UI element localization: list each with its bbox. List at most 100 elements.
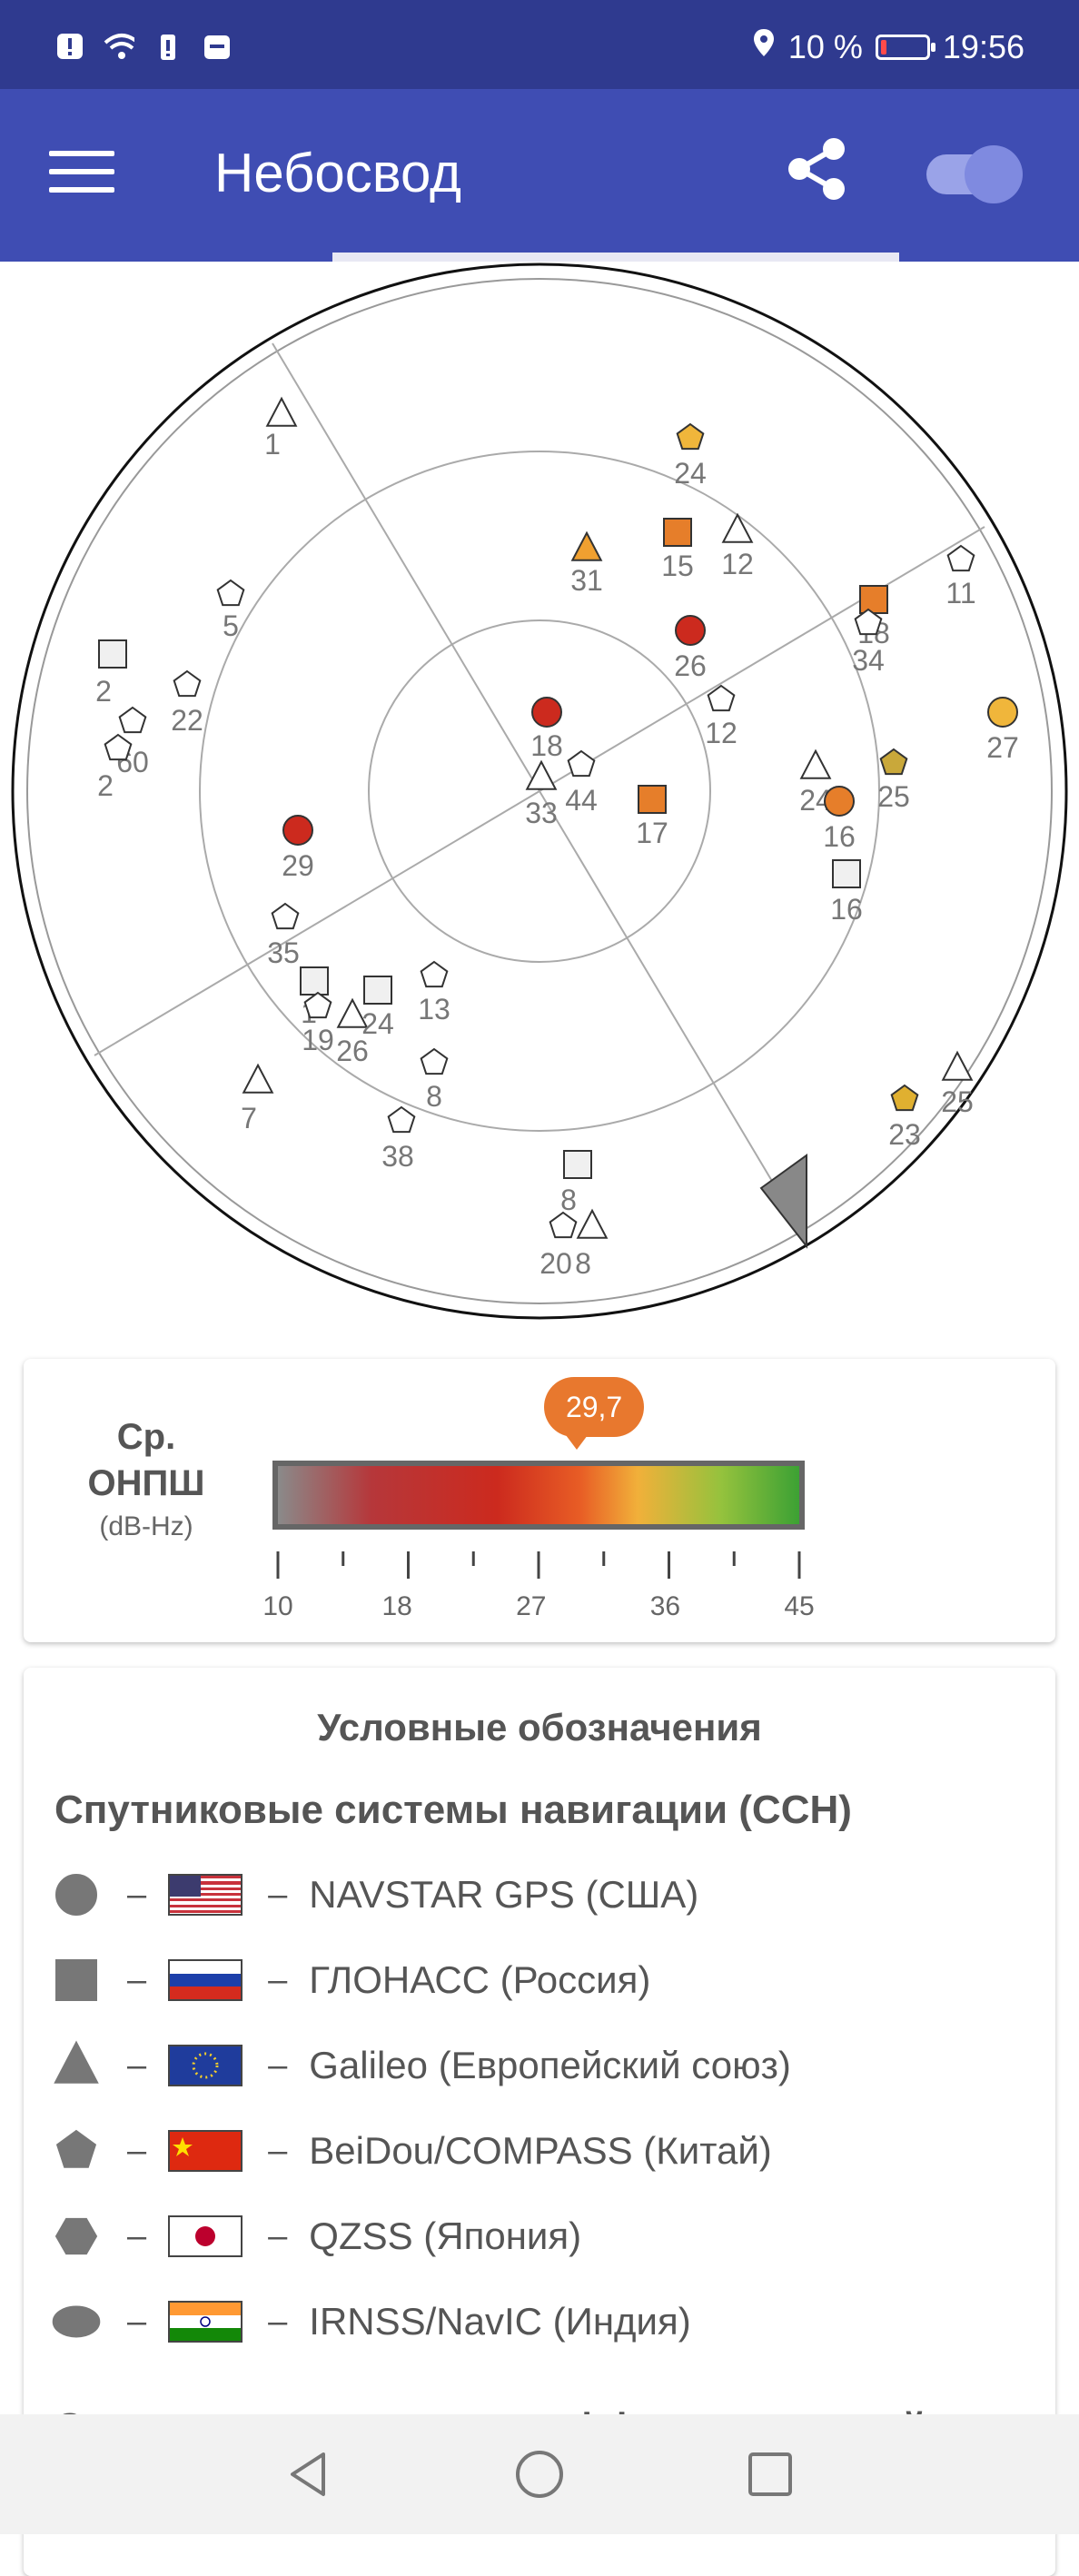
satellite-pentagon	[216, 579, 245, 607]
satellite-pentagon	[567, 749, 596, 778]
satellite-marker: 23	[888, 1084, 921, 1151]
status-icons-left	[54, 31, 233, 62]
legend-row: – – Galileo (Европейский союз)	[51, 2038, 1032, 2093]
satellite-id-label: 15	[661, 550, 694, 582]
satellite-pentagon	[271, 902, 300, 930]
satellite-id-label: 19	[302, 1024, 334, 1056]
status-icons-right: 10 % 19:56	[752, 27, 1025, 66]
satellite-pentagon	[890, 1084, 919, 1112]
satellite-circle	[282, 815, 313, 846]
satellite-marker: 29	[282, 815, 314, 882]
satellite-circle	[675, 615, 706, 646]
satellite-triangle	[721, 512, 754, 543]
satellite-marker: 24	[674, 422, 707, 490]
satellite-id-label: 27	[986, 731, 1019, 764]
pentagon-icon	[51, 2125, 102, 2176]
legend-separator: –	[268, 2302, 288, 2341]
legend-item-label: NAVSTAR GPS (США)	[309, 1873, 699, 1916]
satellite-circle	[987, 697, 1018, 728]
satellite-marker: 11	[945, 544, 976, 609]
share-icon[interactable]	[781, 133, 854, 205]
satellite-pentagon	[854, 608, 883, 636]
satellite-id-label: 44	[565, 784, 598, 817]
satellite-id-label: 17	[636, 817, 668, 849]
snr-card: Ср. ОНПШ (dB-Hz) 29,7 10 18 27 36 45	[24, 1359, 1055, 1642]
satellite-pentagon	[104, 733, 133, 761]
recents-icon[interactable]	[743, 2447, 797, 2502]
snr-unit: (dB-Hz)	[99, 1511, 193, 1541]
satellite-id-label: 7	[241, 1102, 257, 1134]
satellite-triangle	[799, 748, 832, 779]
north-pointer-icon	[759, 1154, 807, 1249]
satellite-triangle	[242, 1063, 274, 1094]
satellite-marker: 12	[705, 684, 737, 749]
satellite-marker: 33	[525, 759, 558, 829]
snr-label-line1: Ср.	[116, 1417, 176, 1457]
legend-item-label: Galileo (Европейский союз)	[309, 2044, 791, 2086]
satellite-id-label: 8	[575, 1247, 591, 1280]
satellite-marker: 8	[575, 1208, 609, 1280]
satellite-pentagon	[303, 991, 332, 1019]
snr-label-line2: ОНПШ	[87, 1463, 205, 1503]
satellite-marker: 13	[418, 960, 450, 1025]
satellite-marker: 34	[852, 608, 885, 677]
satellite-id-label: 2	[95, 675, 112, 708]
satellite-pentagon	[173, 669, 202, 698]
legend-separator: –	[268, 1875, 288, 1914]
hexagon-icon	[51, 2211, 102, 2262]
satellite-marker: 25	[941, 1050, 974, 1118]
satellite-marker: 18	[530, 697, 563, 762]
legend-separator: –	[127, 1875, 147, 1914]
snr-gradient-bar	[272, 1461, 805, 1530]
triangle-icon	[51, 2040, 102, 2091]
satellite-triangle	[941, 1050, 974, 1081]
satellite-pentagon	[676, 422, 705, 451]
satellite-marker: 1	[264, 396, 298, 461]
snr-scale: 10 18 27 36 45	[262, 1551, 815, 1621]
satellite-marker: 2	[95, 639, 127, 708]
satellite-marker: 26	[336, 997, 369, 1067]
legend-item-label: BeiDou/COMPASS (Китай)	[309, 2129, 772, 2172]
satellite-id-label: 26	[336, 1035, 369, 1067]
legend-row: – – BeiDou/COMPASS (Китай)	[51, 2124, 1032, 2178]
satellite-marker: 2	[97, 733, 133, 802]
legend-separator: –	[127, 2216, 147, 2255]
menu-icon[interactable]	[49, 151, 114, 200]
satellite-triangle	[570, 530, 603, 561]
satellite-marker: 8	[560, 1150, 592, 1216]
jp-flag-icon	[168, 2215, 243, 2257]
satellite-triangle	[525, 759, 558, 790]
satellite-id-label: 22	[171, 704, 203, 737]
satellite-id-label: 20	[540, 1247, 572, 1280]
snr-tick-label: 18	[382, 1591, 412, 1621]
us-flag-icon	[168, 1874, 243, 1916]
navigation-bar	[0, 2414, 1079, 2534]
satellite-marker: 26	[674, 615, 707, 682]
satellite-circle	[824, 786, 855, 817]
home-icon[interactable]	[512, 2447, 567, 2502]
satellite-id-label: 25	[877, 780, 910, 813]
toggle-switch[interactable]	[926, 145, 1023, 203]
legend-separator: –	[127, 2302, 147, 2341]
in-flag-icon	[168, 2301, 243, 2343]
satellite-marker: 24	[361, 976, 394, 1040]
satellite-id-label: 34	[852, 644, 885, 677]
snr-tick-label: 10	[262, 1591, 292, 1621]
satellite-square	[832, 859, 861, 888]
satellite-id-label: 24	[674, 457, 707, 490]
alert-icon	[54, 31, 85, 62]
wifi-icon	[104, 31, 134, 62]
satellite-square	[300, 966, 329, 996]
satellite-marker: 31	[570, 530, 603, 597]
tab-indicator	[332, 253, 899, 262]
satellite-square	[859, 585, 888, 614]
legend-row: – – ГЛОНАСС (Россия)	[51, 1953, 1032, 2007]
satellite-pentagon	[879, 748, 908, 776]
legend-item-label: IRNSS/NavIC (Индия)	[309, 2300, 691, 2343]
satellite-id-label: 16	[830, 893, 863, 926]
back-icon[interactable]	[282, 2447, 336, 2502]
satellite-id-label: 33	[525, 797, 558, 829]
page-title: Небосвод	[214, 143, 462, 203]
satellite-marker: 27	[986, 697, 1019, 764]
satellite-marker: 16	[830, 859, 863, 926]
